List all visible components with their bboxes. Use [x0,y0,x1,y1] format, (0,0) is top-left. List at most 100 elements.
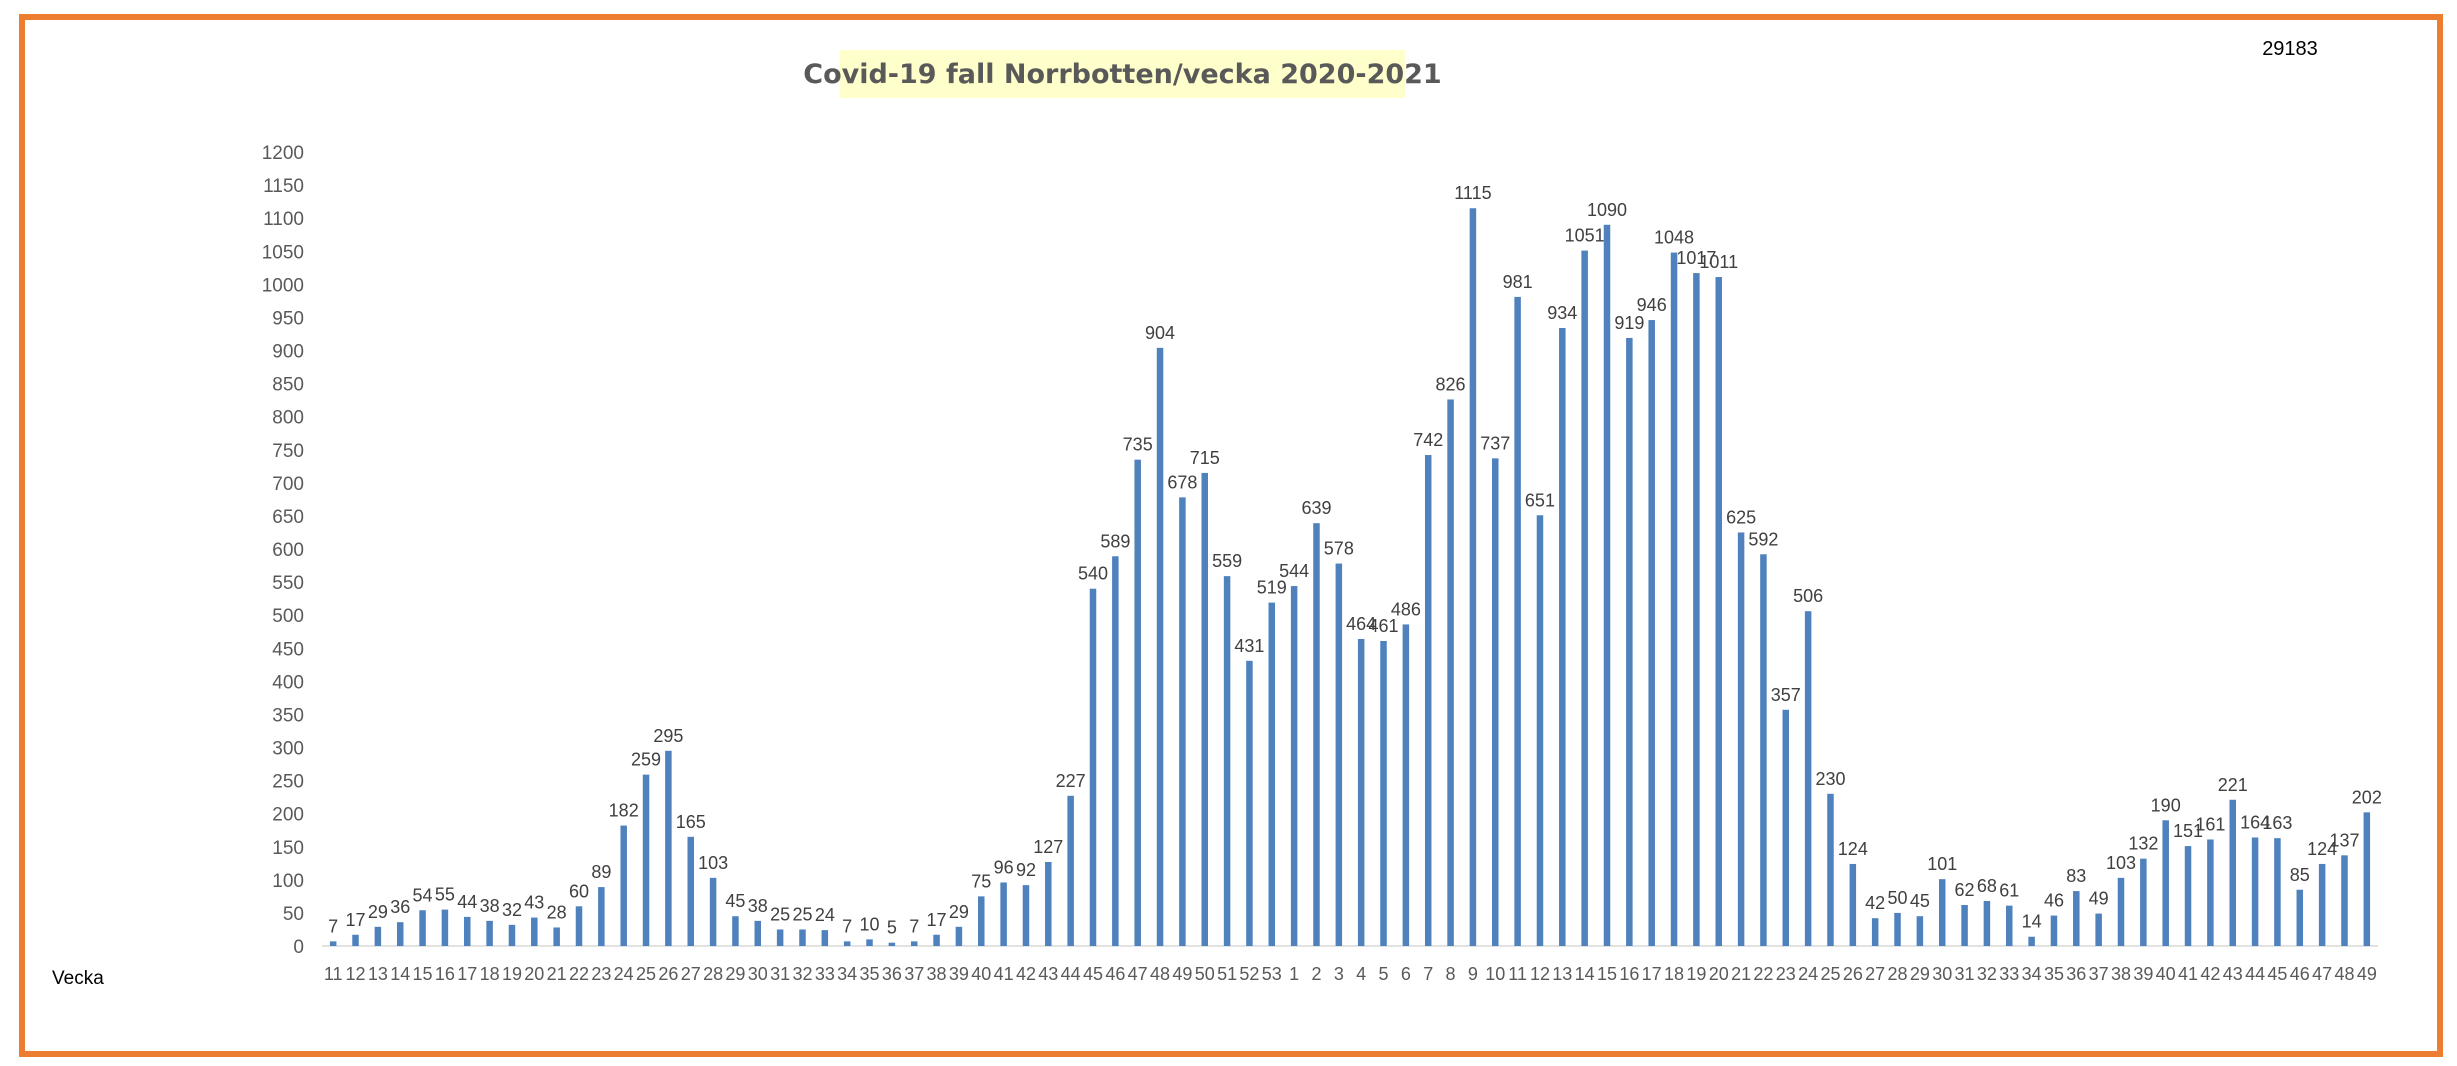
bar [2162,820,2169,946]
x-tick-label: 20 [1709,964,1729,984]
x-tick-label: 18 [480,964,500,984]
x-tick-label: 42 [2200,964,2220,984]
data-label: 589 [1100,531,1130,551]
data-label: 55 [435,885,455,905]
y-tick-label: 550 [272,573,304,594]
x-tick-label: 43 [2223,964,2243,984]
bar [464,916,471,946]
bar [888,942,896,946]
x-tick-label: 28 [1888,964,1908,984]
x-tick-label: 11 [1508,964,1527,984]
bar [866,939,873,946]
data-label: 639 [1301,498,1331,518]
data-label: 464 [1346,614,1376,634]
x-tick-label: 33 [815,964,835,984]
x-tick-label: 22 [569,964,589,984]
bar [1849,863,1857,946]
x-tick-label: 39 [949,964,969,984]
x-tick-label: 16 [435,964,455,984]
data-label: 14 [2022,912,2042,932]
x-tick-label: 43 [1038,964,1058,984]
data-label: 934 [1547,303,1577,323]
bar [1760,554,1767,946]
bar [575,906,583,946]
bar [843,941,851,946]
x-tick-label: 4 [1356,964,1366,984]
data-label: 62 [1955,880,1975,900]
x-tick-label: 45 [1083,964,1103,984]
x-tick-label: 23 [591,964,611,984]
x-tick-label: 40 [2156,964,2176,984]
bar [709,877,717,946]
data-label: 946 [1637,295,1667,315]
x-tick-label: 31 [770,964,790,984]
bar [419,910,426,946]
bar [1134,459,1141,946]
chart-title-box: Covid-19 fall Norrbotten/vecka 2020-2021 [803,50,1442,98]
bar [2050,915,2058,946]
bar [1737,532,1745,946]
y-tick-label: 200 [272,805,304,826]
data-label: 89 [591,862,611,882]
bar [486,920,493,946]
bar [553,927,560,946]
data-label: 46 [2044,891,2064,911]
x-tick-label: 10 [1485,964,1505,984]
x-tick-label: 20 [524,964,544,984]
data-label: 124 [1838,839,1868,859]
x-tick-label: 53 [1262,964,1282,984]
x-tick-label: 27 [681,964,701,984]
x-tick-label: 13 [1552,964,1572,984]
data-label: 92 [1016,860,1036,880]
bar [2207,839,2214,946]
bar [1581,250,1588,947]
y-tick-label: 950 [272,308,304,329]
data-label: 678 [1167,472,1197,492]
bar [396,922,404,946]
x-tick-label: 44 [1061,964,1081,984]
data-label: 295 [653,726,683,746]
x-tick-label: 29 [1910,964,1930,984]
data-label: 625 [1726,507,1756,527]
y-tick-label: 450 [272,639,304,660]
x-tick-label: 15 [1597,964,1617,984]
bar [1559,328,1566,946]
data-label: 151 [2173,821,2203,841]
x-tick-label: 36 [882,964,902,984]
bar [910,941,918,946]
x-tick-label: 45 [2267,964,2287,984]
data-label: 85 [2290,865,2310,885]
data-label: 75 [971,871,991,891]
x-tick-label: 50 [1195,964,1215,984]
y-tick-label: 1000 [262,275,304,296]
data-label: 103 [2106,853,2136,873]
data-label: 49 [2089,889,2109,909]
x-axis-label: Vecka [52,968,104,989]
y-tick-label: 100 [272,871,304,892]
bar [1916,916,1924,946]
data-label: 592 [1748,529,1778,549]
x-tick-label: 38 [2111,964,2131,984]
data-label: 29 [368,902,388,922]
x-tick-label: 41 [994,964,1014,984]
x-tick-label: 17 [1642,964,1662,984]
x-tick-label: 52 [1239,964,1259,984]
bar [1357,638,1365,946]
data-label: 137 [2329,830,2359,850]
bar [2274,838,2281,946]
bar [1603,224,1611,946]
x-tick-label: 26 [1843,964,1863,984]
data-label: 45 [1910,891,1930,911]
x-tick-label: 11 [324,964,343,984]
data-label: 17 [346,910,366,930]
bar [1201,472,1208,946]
data-label: 164 [2240,812,2270,832]
bar [642,774,650,946]
bar [1067,795,1074,946]
bar [1536,515,1544,946]
bar [2095,913,2102,946]
data-label: 461 [1368,616,1398,636]
data-label: 103 [698,853,728,873]
x-tick-label: 19 [1686,964,1706,984]
y-tick-label: 250 [272,772,304,793]
